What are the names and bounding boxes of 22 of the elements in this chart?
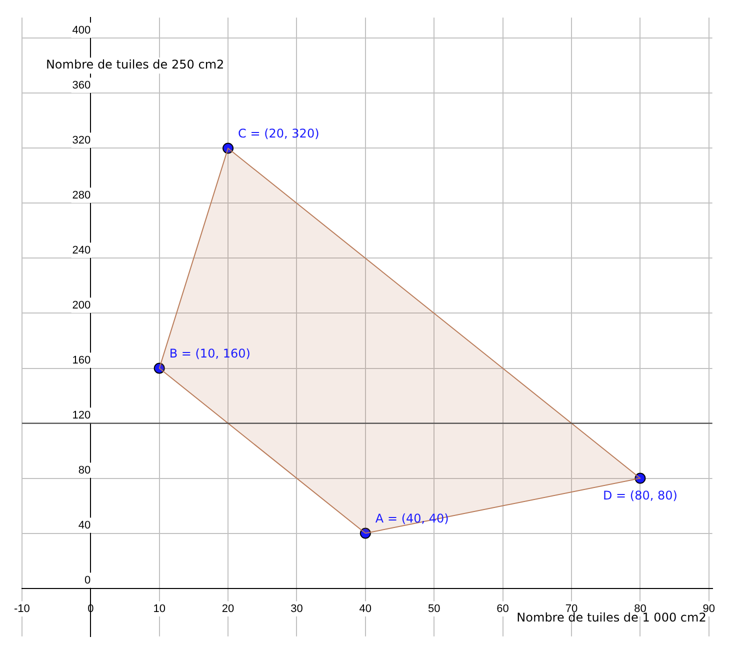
x-tick-label: 60 xyxy=(496,602,509,615)
y-tick-label: 0 xyxy=(84,574,91,586)
y-tick-label: 200 xyxy=(72,299,91,312)
y-tick-label: 320 xyxy=(72,134,91,146)
x-tick-label: 40 xyxy=(359,602,372,615)
y-tick-label: 280 xyxy=(72,189,91,202)
y-tick-label: 160 xyxy=(72,354,91,366)
y-tick-label: 40 xyxy=(78,519,91,532)
y-tick-label: 360 xyxy=(72,79,91,92)
x-tick-label: 50 xyxy=(428,602,440,615)
x-tick-label: -10 xyxy=(14,602,30,615)
y-axis-title: Nombre de tuiles de 250 cm2 xyxy=(46,58,224,72)
annotation: C = (20, 320) xyxy=(238,126,320,140)
y-tick-label: 80 xyxy=(78,464,91,476)
y-tick-label: 120 xyxy=(72,409,91,422)
y-tick-label: 240 xyxy=(72,244,91,256)
x-tick-label: 30 xyxy=(290,602,303,615)
x-tick-label: 10 xyxy=(153,602,166,615)
y-tick-label: 400 xyxy=(72,24,91,36)
annotation: B = (10, 160) xyxy=(169,346,250,360)
x-tick-label: 20 xyxy=(222,602,234,615)
annotation: D = (80, 80) xyxy=(602,488,678,502)
